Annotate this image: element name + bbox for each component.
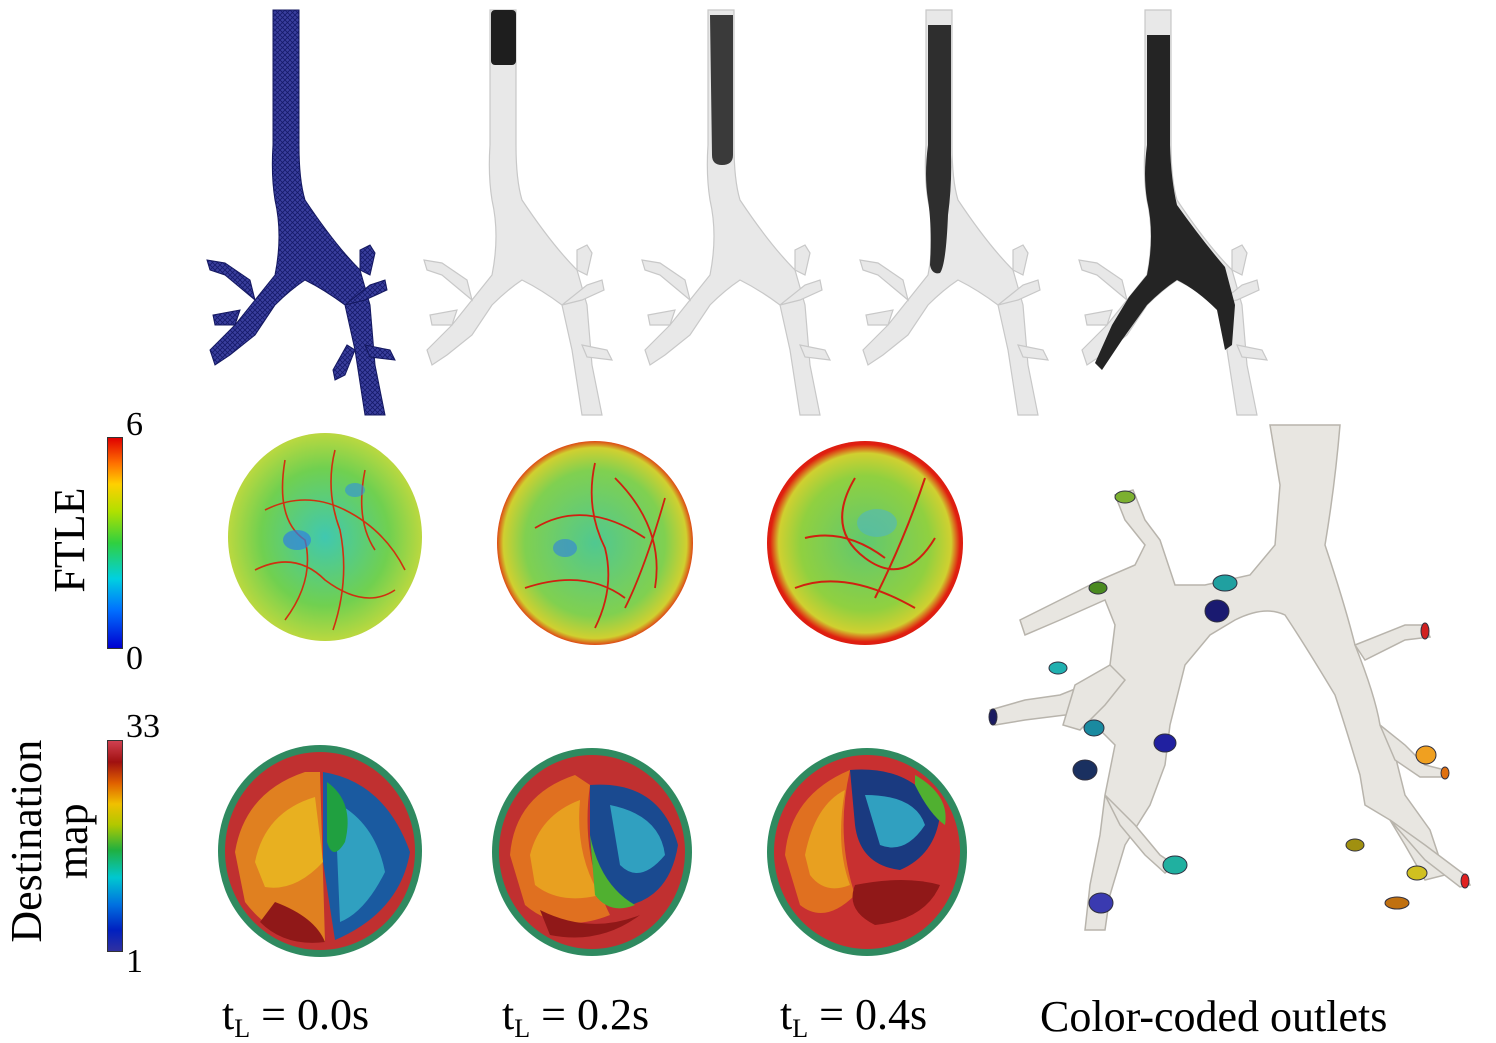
destination-min-tick: 1 — [126, 943, 143, 980]
destination-map-3 — [767, 748, 967, 956]
airway-frame-4 — [1078, 9, 1269, 416]
time-label-3-value: = 0.4s — [808, 990, 928, 1039]
time-label-1: tL = 0.0s — [222, 993, 369, 1042]
destination-label-line2: map — [48, 803, 97, 880]
time-label-3-sub: L — [792, 1014, 809, 1043]
ftle-field-3 — [767, 441, 963, 645]
time-label-1-value: = 0.0s — [250, 990, 370, 1039]
ftle-min-tick: 0 — [126, 640, 143, 677]
destination-label-line1: Destination — [1, 739, 51, 943]
time-label-1-base: t — [222, 990, 235, 1039]
airway-mesh-figure — [206, 9, 396, 416]
time-label-2-base: t — [502, 990, 515, 1039]
time-label-2-value: = 0.2s — [530, 990, 650, 1039]
destination-map-1 — [218, 745, 422, 957]
particle-bolus — [710, 15, 733, 165]
airway-frame-2 — [641, 9, 832, 416]
ftle-colorbar-label: FTLE — [44, 487, 94, 593]
airway-frame-3 — [859, 9, 1050, 416]
time-label-2: tL = 0.2s — [502, 993, 649, 1042]
particle-bolus — [1095, 35, 1235, 370]
destination-max-tick: 33 — [126, 708, 160, 745]
airway-frame-1 — [423, 9, 614, 416]
ftle-max-tick: 6 — [126, 406, 143, 443]
outlets-caption: Color-coded outlets — [1040, 992, 1388, 1041]
ftle-colorbar — [107, 437, 123, 649]
destination-colorbar — [107, 740, 123, 952]
time-label-2-sub: L — [514, 1014, 531, 1043]
destination-map-2 — [492, 748, 692, 956]
time-label-1-sub: L — [234, 1014, 251, 1043]
time-label-3-base: t — [780, 990, 793, 1039]
particle-bolus — [926, 25, 952, 274]
time-label-3: tL = 0.4s — [780, 993, 927, 1042]
particle-bolus — [491, 10, 516, 65]
destination-colorbar-label: Destination map — [1, 731, 97, 951]
ftle-field-1 — [228, 433, 422, 641]
outlets-airway-model — [988, 424, 1472, 931]
ftle-field-2 — [497, 441, 693, 645]
